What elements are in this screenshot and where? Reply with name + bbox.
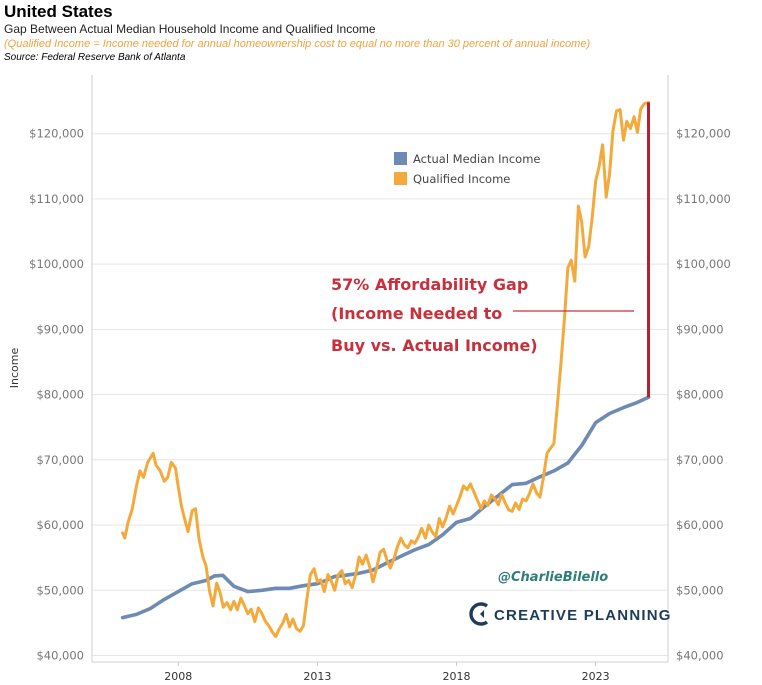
series-line-median-income	[120, 395, 651, 620]
chart-header: United States Gap Between Actual Median …	[4, 2, 754, 64]
y-tick-label-left: $60,000	[36, 518, 84, 532]
twitter-handle-watermark: @CharlieBilello	[498, 570, 608, 585]
y-tick-label-left: $50,000	[36, 583, 84, 597]
y-tick-label-left: $70,000	[36, 453, 84, 467]
legend-label-qualified: Qualified Income	[413, 172, 510, 186]
y-tick-label-right: $90,000	[676, 322, 724, 336]
logo-wordmark: CREATIVE PLANNING	[494, 607, 672, 624]
series-line-qualified-income	[121, 100, 650, 639]
annotation-line-3: Buy vs. Actual Income)	[331, 336, 538, 355]
y-tick-label-left: $80,000	[36, 388, 84, 402]
x-tick-label: 2018	[443, 670, 471, 683]
annotation-line-2: (Income Needed to	[331, 304, 502, 323]
chart-source: Source: Federal Reserve Bank of Atlanta	[4, 52, 186, 63]
y-tick-label-right: $70,000	[676, 453, 724, 467]
y-tick-label-left: $100,000	[29, 257, 84, 271]
logo-c-icon	[469, 602, 489, 626]
chart-subtitle: Gap Between Actual Median Household Inco…	[4, 22, 376, 36]
creative-planning-logo: CREATIVE PLANNING	[469, 602, 672, 626]
y-tick-label-left: $90,000	[36, 322, 84, 336]
x-tick-label: 2008	[164, 670, 192, 683]
grid-lines	[92, 133, 668, 656]
y-tick-label-right: $50,000	[676, 583, 724, 597]
y-tick-labels-left: $40,000 $50,000 $60,000 $70,000 $80,000 $90,0…	[29, 127, 84, 663]
x-tick-label: 2023	[582, 670, 610, 683]
y-tick-label-left: $120,000	[29, 127, 84, 141]
y-tick-label-right: $100,000	[676, 257, 731, 271]
y-tick-label-left: $110,000	[29, 192, 84, 206]
y-tick-label-right: $60,000	[676, 518, 724, 532]
legend: Actual Median Income Qualified Income	[394, 152, 540, 186]
x-tick-labels: 2008 2013 2018 2023	[164, 662, 610, 683]
chart-note: (Qualified Income = Income needed for an…	[4, 38, 591, 50]
legend-swatch-median	[394, 152, 407, 165]
y-tick-label-left: $40,000	[36, 648, 84, 662]
annotation-line-1: 57% Affordability Gap	[331, 275, 528, 294]
series-layer	[120, 100, 651, 639]
y-tick-label-right: $80,000	[676, 388, 724, 402]
y-tick-label-right: $40,000	[676, 648, 724, 662]
legend-label-median: Actual Median Income	[413, 152, 540, 166]
gap-annotation: 57% Affordability Gap (Income Needed to …	[331, 275, 538, 355]
legend-swatch-qualified	[394, 172, 407, 185]
chart-title: United States	[4, 2, 113, 21]
y-tick-labels-right: $40,000 $50,000 $60,000 $70,000 $80,000 $90,0…	[676, 127, 731, 663]
y-tick-label-right: $110,000	[676, 192, 731, 206]
x-tick-label: 2013	[303, 670, 331, 683]
y-tick-label-right: $120,000	[676, 127, 731, 141]
y-axis-label: Income	[8, 348, 21, 389]
